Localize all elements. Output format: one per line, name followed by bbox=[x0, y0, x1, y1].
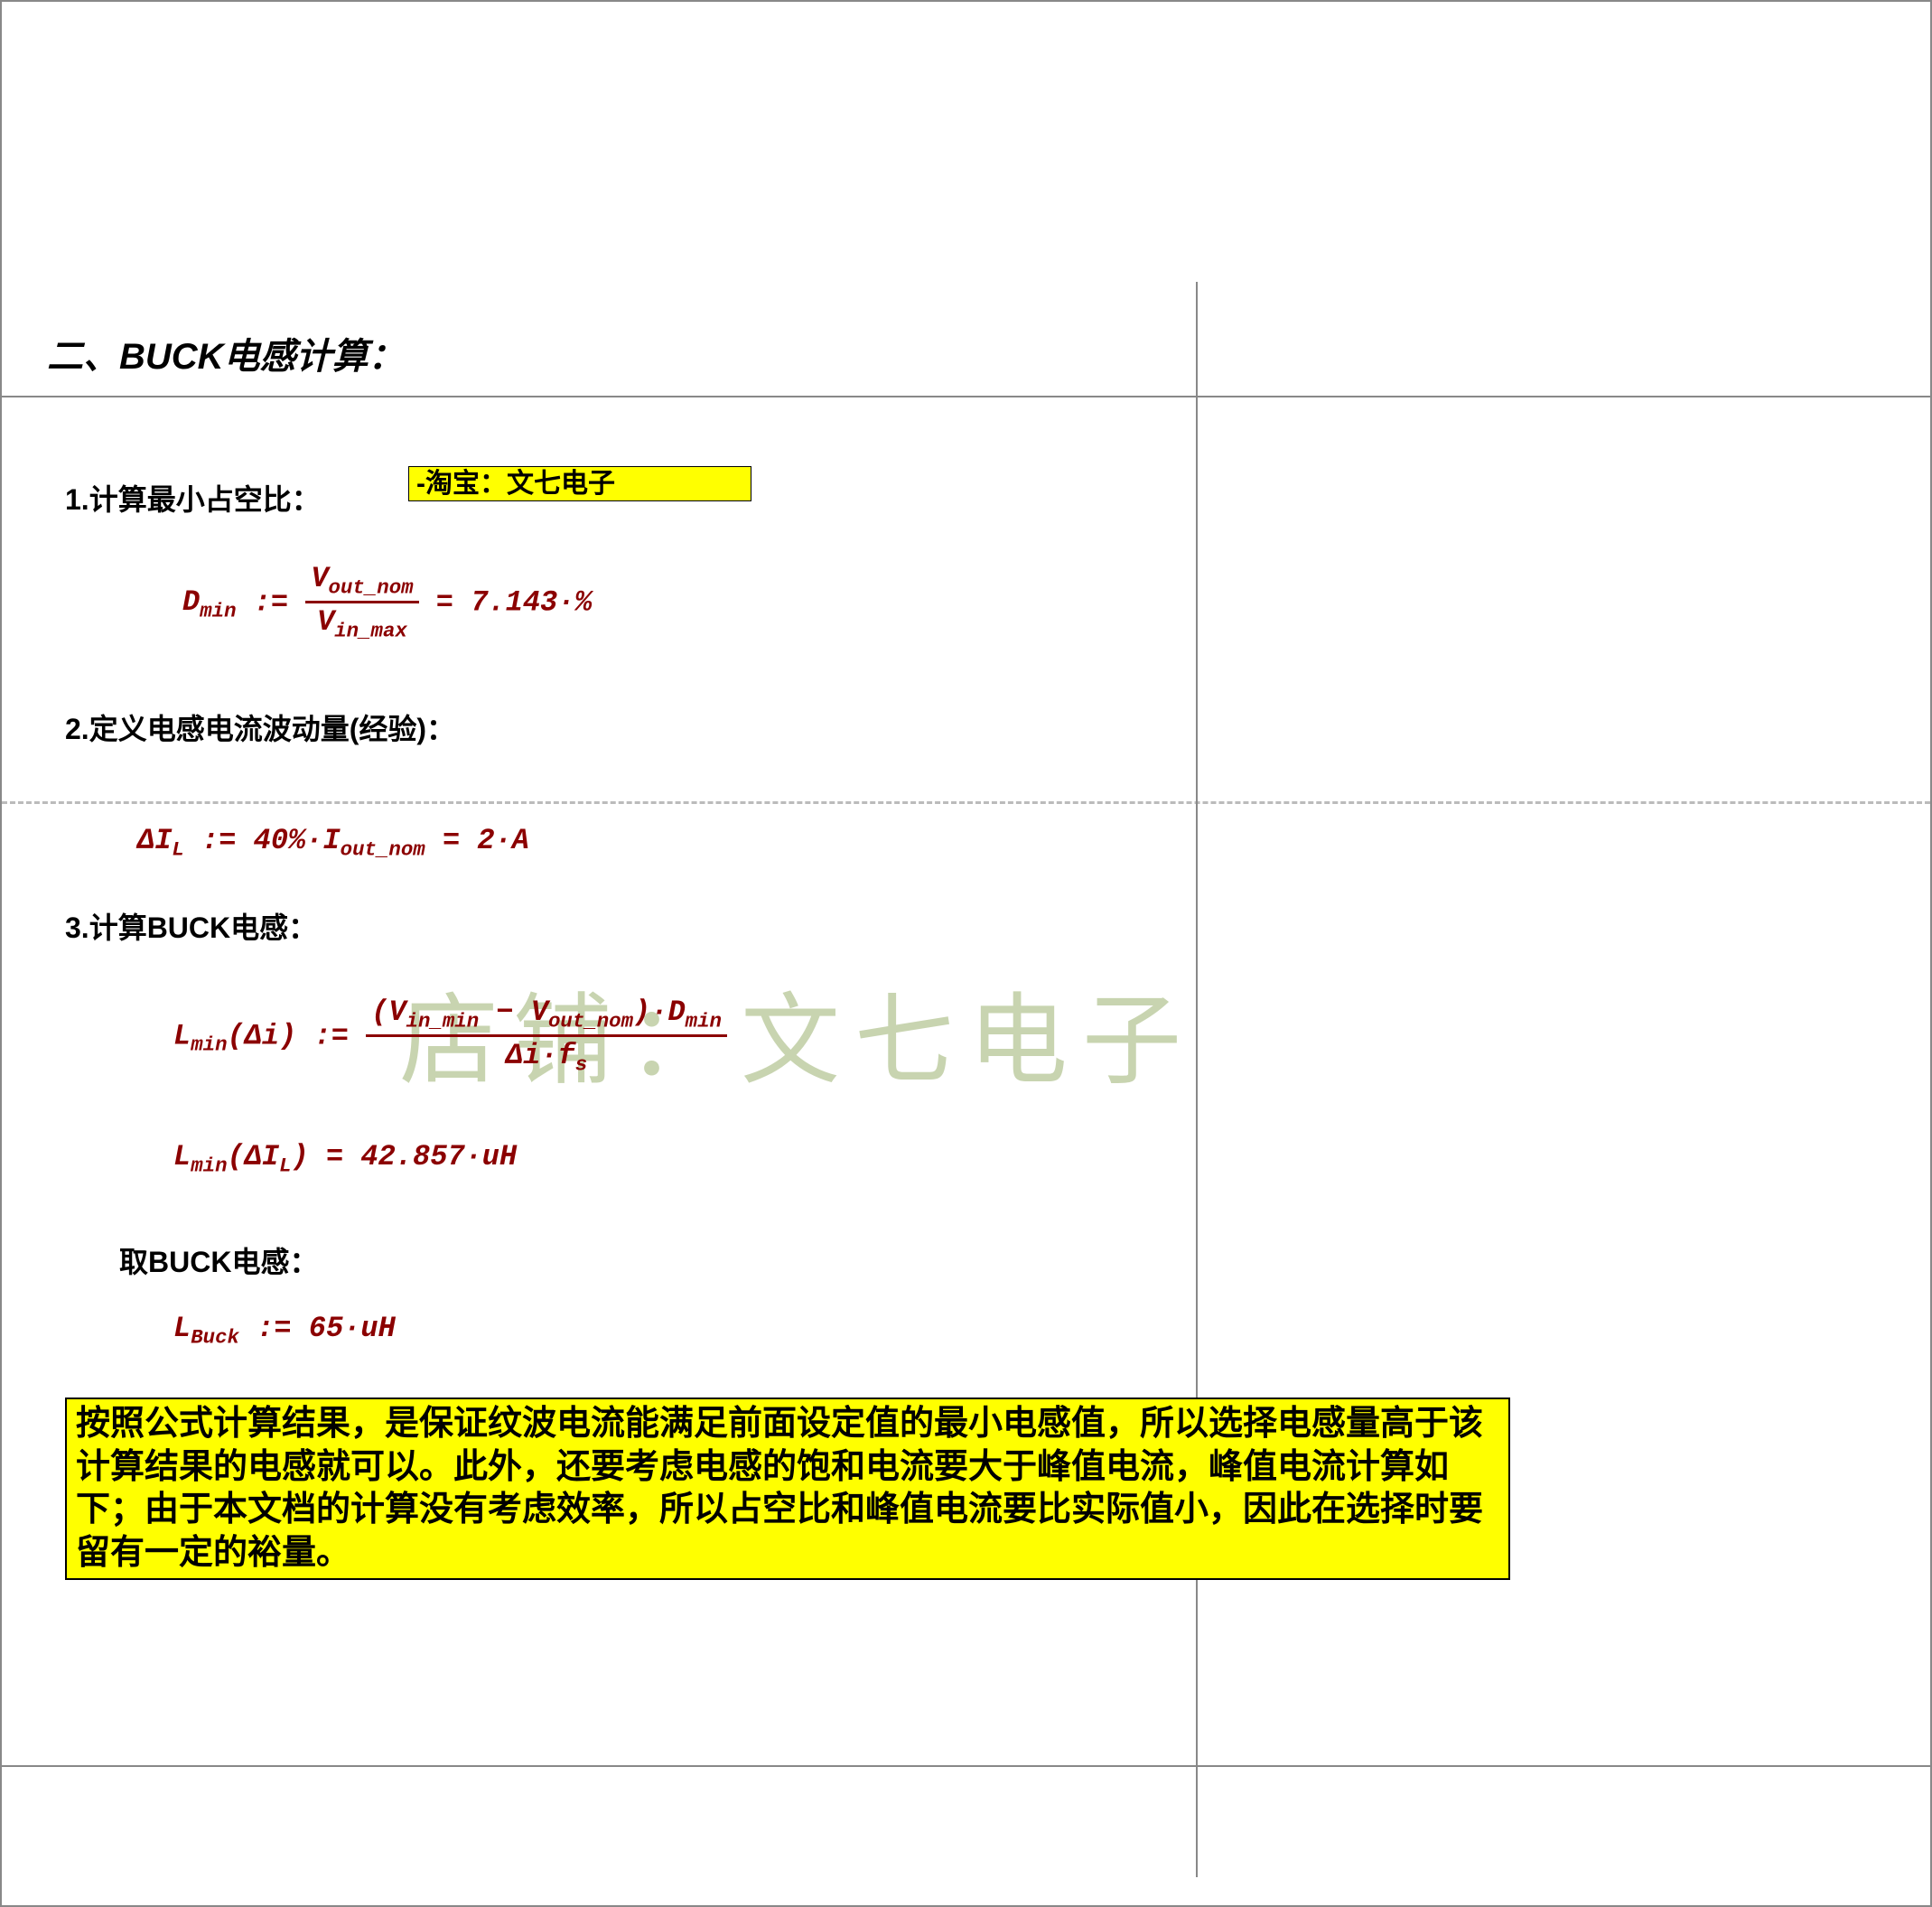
taobao-tag: -淘宝：文七电子 bbox=[408, 466, 751, 501]
step3-label: 3.计算BUCK电感： bbox=[65, 905, 317, 947]
lmin-fraction: (Vin_min − Vout_nom)·Dmin Δi·fs bbox=[366, 996, 727, 1077]
rule-top bbox=[2, 396, 1930, 397]
document-page: 二、BUCK电感计算： 1.计算最小占空比： -淘宝：文七电子 Dmin := … bbox=[0, 0, 1932, 1907]
step2-label: 2.定义电感电流波动量(经验)： bbox=[65, 706, 455, 748]
formula-lmin: Lmin(Δi) := (Vin_min − Vout_nom)·Dmin Δi… bbox=[173, 996, 727, 1077]
section-title: 二、BUCK电感计算： bbox=[47, 327, 405, 379]
rule-dashed bbox=[2, 801, 1930, 804]
step4-label: 取BUCK电感： bbox=[119, 1239, 318, 1281]
formula-lmin-eval: Lmin(ΔIL) = 42.857·uH bbox=[173, 1140, 517, 1177]
formula-dmin: Dmin := Vout_nom Vin_max = 7.143·% bbox=[182, 562, 593, 643]
formula-dIL: ΔIL := 40%·Iout_nom = 2·A bbox=[137, 824, 529, 861]
note-highlight: 按照公式计算结果，是保证纹波电流能满足前面设定值的最小电感值，所以选择电感量高于… bbox=[65, 1398, 1510, 1580]
dmin-fraction: Vout_nom Vin_max bbox=[305, 562, 418, 643]
rule-vertical bbox=[1196, 282, 1198, 1877]
rule-bottom bbox=[2, 1765, 1930, 1767]
dmin-lhs: Dmin bbox=[182, 585, 237, 619]
formula-lbuck: LBuck := 65·uH bbox=[173, 1312, 396, 1349]
step1-label: 1.计算最小占空比： bbox=[65, 477, 321, 519]
